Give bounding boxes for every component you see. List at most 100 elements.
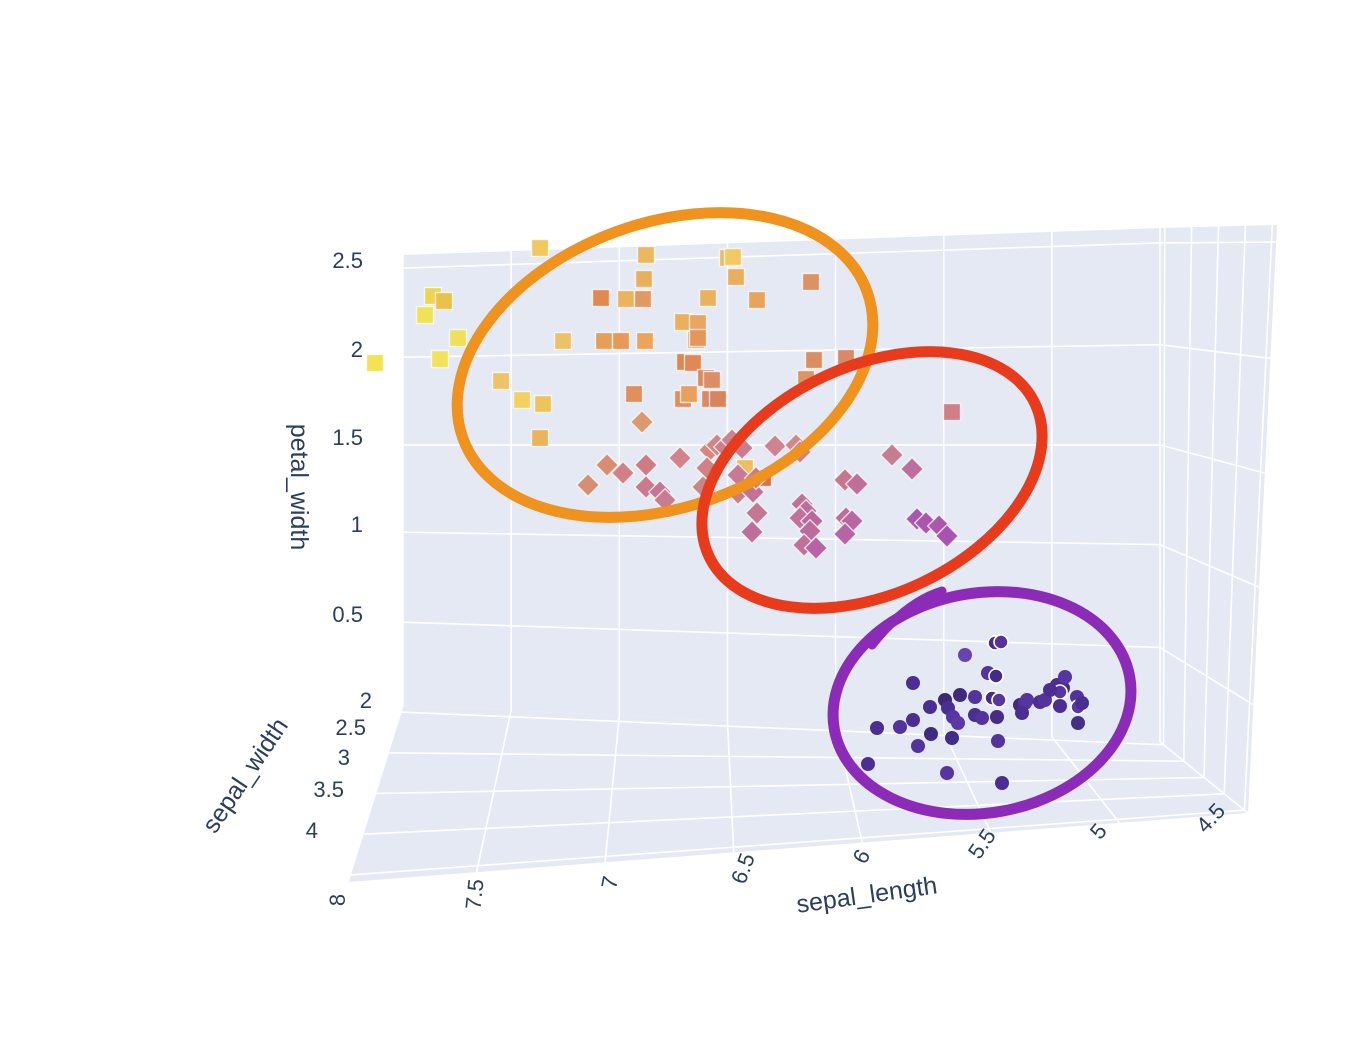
scatter-point-square[interactable] <box>530 238 550 258</box>
scatter-point-square[interactable] <box>616 289 636 309</box>
y-axis-title: sepal_width <box>197 713 294 838</box>
scatter-point-circle[interactable] <box>951 716 965 730</box>
scatter-point-diamond[interactable] <box>594 452 620 478</box>
scatter-point-circle[interactable] <box>861 757 875 771</box>
scatter-point-diamond[interactable] <box>610 460 636 486</box>
scatter-point-diamond[interactable] <box>899 456 925 482</box>
scatter-point-square[interactable] <box>415 305 435 325</box>
scatter-point-diamond[interactable] <box>832 521 858 547</box>
scatter-point-circle[interactable] <box>945 731 959 745</box>
scatter-point-circle[interactable] <box>1075 696 1089 710</box>
grid-z-back <box>402 621 1161 649</box>
scatter-point-square[interactable] <box>553 331 573 351</box>
scatter-point-diamond[interactable] <box>803 535 829 561</box>
scatter-point-diamond[interactable] <box>739 519 765 545</box>
scatter-point-circle[interactable] <box>958 648 972 662</box>
scatter-point-square[interactable] <box>448 328 468 348</box>
scatter-point-diamond[interactable] <box>575 472 601 498</box>
scatter-point-square[interactable] <box>698 288 718 308</box>
scatter-point-square[interactable] <box>747 290 767 310</box>
scatter-point-square[interactable] <box>804 350 824 370</box>
right-wall <box>1160 225 1277 813</box>
scatter-point-square[interactable] <box>635 331 655 351</box>
scatter-point-circle[interactable] <box>1020 693 1034 707</box>
z-axis-tick-label: 2.5 <box>332 248 363 273</box>
scatter-point-square[interactable] <box>491 371 511 391</box>
scatter-point-square[interactable] <box>594 331 614 351</box>
scatter-point-square[interactable] <box>636 245 656 265</box>
scatter-point-circle[interactable] <box>1015 706 1029 720</box>
scatter-point-square[interactable] <box>512 390 532 410</box>
scatter-point-square[interactable] <box>624 384 644 404</box>
scatter-point-diamond[interactable] <box>934 523 960 549</box>
scatter-point-square[interactable] <box>702 370 722 390</box>
scatter-point-square[interactable] <box>530 428 550 448</box>
red-cluster-circle <box>696 346 1048 614</box>
scatter-point-square[interactable] <box>723 247 743 267</box>
scatter-point-circle[interactable] <box>924 727 938 741</box>
scatter-point-square[interactable] <box>365 353 385 373</box>
scatter-point-circle[interactable] <box>911 739 925 753</box>
scatter-point-circle[interactable] <box>975 711 989 725</box>
scatter-point-circle[interactable] <box>968 690 982 704</box>
purple-cluster-circle <box>827 586 1137 820</box>
scatter-point-diamond[interactable] <box>844 471 870 497</box>
scatter-point-diamond[interactable] <box>629 409 655 435</box>
z-axis-title: petal_width <box>285 424 313 550</box>
scatter-point-square[interactable] <box>634 269 654 289</box>
scatter-point-circle[interactable] <box>1043 683 1057 697</box>
x-axis-title: sepal_length <box>795 871 939 918</box>
scatter-point-circle[interactable] <box>1071 716 1085 730</box>
grid-z-back <box>402 531 1161 546</box>
orange-cluster-circle <box>451 207 879 523</box>
scatter-point-square[interactable] <box>942 402 962 422</box>
x-axis-tick-label: 7.5 <box>461 878 489 911</box>
scatter-point-circle[interactable] <box>993 634 1009 650</box>
scatter-point-circle[interactable] <box>940 766 954 780</box>
scatter-point-square[interactable] <box>708 389 728 409</box>
grid-y-right <box>1203 226 1220 778</box>
grid-y-right <box>1223 225 1247 794</box>
scatter-point-square[interactable] <box>434 291 454 311</box>
scatter-point-square[interactable] <box>726 267 746 287</box>
scatter-point-circle[interactable] <box>991 734 1005 748</box>
y-axis-tick-label: 2 <box>360 688 372 713</box>
scatter-point-square[interactable] <box>688 328 708 348</box>
scatter-point-square[interactable] <box>533 394 553 414</box>
scatter-point-square[interactable] <box>611 331 631 351</box>
scatter-point-circle[interactable] <box>1053 699 1067 713</box>
back-wall <box>403 228 1160 742</box>
y-axis-tick-label: 3.5 <box>313 777 344 802</box>
scatter-point-circle[interactable] <box>988 668 1004 684</box>
scatter-point-diamond[interactable] <box>667 445 693 471</box>
z-axis-tick-label: 0.5 <box>332 602 363 627</box>
scatter-point-diamond[interactable] <box>633 452 659 478</box>
scatter-point-square[interactable] <box>679 384 699 404</box>
scatter-point-square[interactable] <box>591 288 611 308</box>
scatter-point-square[interactable] <box>801 272 821 292</box>
floor-wall <box>348 705 1248 882</box>
grid-y-floor <box>350 809 1245 876</box>
grid-y-floor <box>388 751 1184 762</box>
scatter-point-diamond[interactable] <box>744 500 770 526</box>
scatter-point-diamond[interactable] <box>762 433 788 459</box>
scatter-point-circle[interactable] <box>991 692 1007 708</box>
scatter-point-circle[interactable] <box>906 713 920 727</box>
scatter-point-diamond[interactable] <box>879 442 905 468</box>
scatter-point-circle[interactable] <box>923 700 937 714</box>
scatter-point-square[interactable] <box>430 349 450 369</box>
scatter-point-circle[interactable] <box>893 720 907 734</box>
scatter-point-circle[interactable] <box>990 710 1004 724</box>
scatter-point-circle[interactable] <box>953 688 967 702</box>
grid-z-back <box>402 242 1161 269</box>
scatter-point-square[interactable] <box>683 353 703 373</box>
scatter-point-circle[interactable] <box>995 776 1009 790</box>
grid-y-right <box>1162 227 1166 745</box>
scatter-point-circle[interactable] <box>906 676 920 690</box>
scatter-point-circle[interactable] <box>870 721 884 735</box>
x-axis-tick-label: 7 <box>596 874 623 891</box>
scatter-point-circle[interactable] <box>1058 670 1072 684</box>
scatter-point-square[interactable] <box>633 289 653 309</box>
